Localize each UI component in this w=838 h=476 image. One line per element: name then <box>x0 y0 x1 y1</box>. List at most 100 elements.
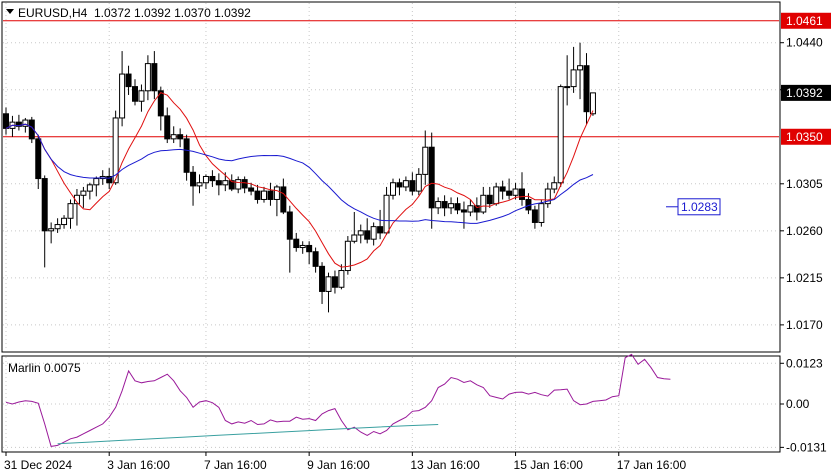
time-tick-label: 31 Dec 2024 <box>4 458 72 472</box>
bull-candle <box>138 90 145 102</box>
bull-candle <box>261 190 267 200</box>
main-panel-frame <box>1 1 781 353</box>
time-tick-label: 17 Jan 16:00 <box>617 458 687 472</box>
bear-candle <box>267 190 274 200</box>
chart-header: EURUSD,H4 1.0372 1.0392 1.0370 1.0392 <box>6 6 251 20</box>
bull-candle <box>196 182 203 187</box>
marlin-line <box>5 353 671 447</box>
time-tick-label: 7 Jan 16:00 <box>204 458 267 472</box>
time-tick-label: 3 Jan 16:00 <box>107 458 170 472</box>
price-tick-label: 1.0440 <box>786 36 823 50</box>
bull-candle <box>144 63 151 92</box>
level-label-bg <box>781 128 831 145</box>
bear-candle <box>241 179 248 189</box>
bull-candle <box>344 240 351 272</box>
bear-candle <box>441 201 448 209</box>
bull-candle <box>357 230 364 236</box>
bull-candle <box>370 226 377 240</box>
bull-candle <box>22 119 29 127</box>
level-label: 1.0350 <box>786 130 823 144</box>
bull-candle <box>435 201 442 209</box>
bull-candle <box>119 73 126 119</box>
bull-candle <box>538 203 545 223</box>
bull-candle <box>170 134 177 140</box>
bear-candle <box>183 138 190 173</box>
bull-candle <box>402 180 409 188</box>
indicator-tick-label: 0.0123 <box>786 356 823 370</box>
chart-ohlc: 1.0372 1.0392 1.0370 1.0392 <box>94 6 251 20</box>
bear-candle <box>190 171 197 187</box>
indicator-panel: 0.0123 0.00 -0.0131 Marlin 0.0075 <box>1 353 827 454</box>
bull-candle <box>448 203 455 209</box>
indicator-grid <box>3 357 779 451</box>
bull-candle <box>67 203 74 219</box>
price-tick-label: 1.0260 <box>786 224 823 238</box>
bear-candle <box>248 187 255 192</box>
bear-candle <box>306 244 313 253</box>
bull-candle <box>383 194 390 234</box>
bull-candle <box>551 182 558 190</box>
bear-candle <box>125 73 132 88</box>
bear-candle <box>164 115 171 140</box>
bull-candle <box>544 188 551 205</box>
collapse-triangle-icon[interactable] <box>6 9 14 14</box>
indicator-tick-label: 0.00 <box>786 397 810 411</box>
candles <box>3 42 596 313</box>
bear-candle <box>41 178 48 232</box>
bear-candle <box>454 203 461 211</box>
bear-candle <box>409 180 416 192</box>
bear-candle <box>177 134 184 140</box>
moving-averages: 1.0283 <box>5 91 721 268</box>
bear-candle <box>286 211 293 240</box>
price-tick-label: 1.0305 <box>786 177 823 191</box>
slow-ma-line <box>5 123 594 224</box>
bear-candle <box>583 65 590 113</box>
bear-candle <box>396 182 403 188</box>
time-axis: 31 Dec 2024 3 Jan 16:00 7 Jan 16:00 9 Jan 1… <box>4 452 686 472</box>
bear-candle <box>209 175 216 182</box>
bull-candle <box>273 186 280 200</box>
bear-candle <box>3 113 9 129</box>
bull-candle <box>61 217 68 226</box>
bull-candle <box>589 92 596 115</box>
time-tick-label: 9 Jan 16:00 <box>307 458 370 472</box>
bear-candle <box>15 121 22 127</box>
bear-candle <box>293 238 300 249</box>
bull-candle <box>338 270 345 288</box>
bull-candle <box>570 69 577 88</box>
bear-candle <box>35 138 42 180</box>
bear-candle <box>215 180 222 186</box>
time-tick-label: 13 Jan 16:00 <box>410 458 480 472</box>
bull-candle <box>325 276 332 292</box>
bear-candle <box>428 146 435 209</box>
indicator-axis: 0.0123 0.00 -0.0131 <box>780 356 827 454</box>
current-price-bg <box>781 84 831 101</box>
bear-candle <box>331 276 338 288</box>
bull-candle <box>493 186 500 205</box>
bear-candle <box>228 180 235 190</box>
bull-candle <box>512 188 519 196</box>
bear-candle <box>28 119 35 140</box>
bear-candle <box>506 190 513 196</box>
indicator-lines <box>5 353 671 447</box>
bull-candle <box>222 180 229 186</box>
bear-candle <box>151 63 158 92</box>
bull-candle <box>422 146 429 175</box>
bull-candle <box>48 228 55 232</box>
current-price-label: 1.0392 <box>786 86 823 100</box>
ma-label: 1.0283 <box>681 200 718 214</box>
bear-candle <box>473 205 480 213</box>
bear-candle <box>312 251 319 267</box>
bull-candle <box>80 190 87 196</box>
bull-candle <box>54 224 61 230</box>
bull-candle <box>202 175 209 184</box>
bear-candle <box>254 190 261 200</box>
bull-candle <box>299 244 306 249</box>
bear-candle <box>531 209 538 223</box>
indicator-label: Marlin 0.0075 <box>8 361 81 375</box>
bull-candle <box>351 234 358 242</box>
bull-candle <box>467 205 474 213</box>
signal-line <box>57 424 439 445</box>
